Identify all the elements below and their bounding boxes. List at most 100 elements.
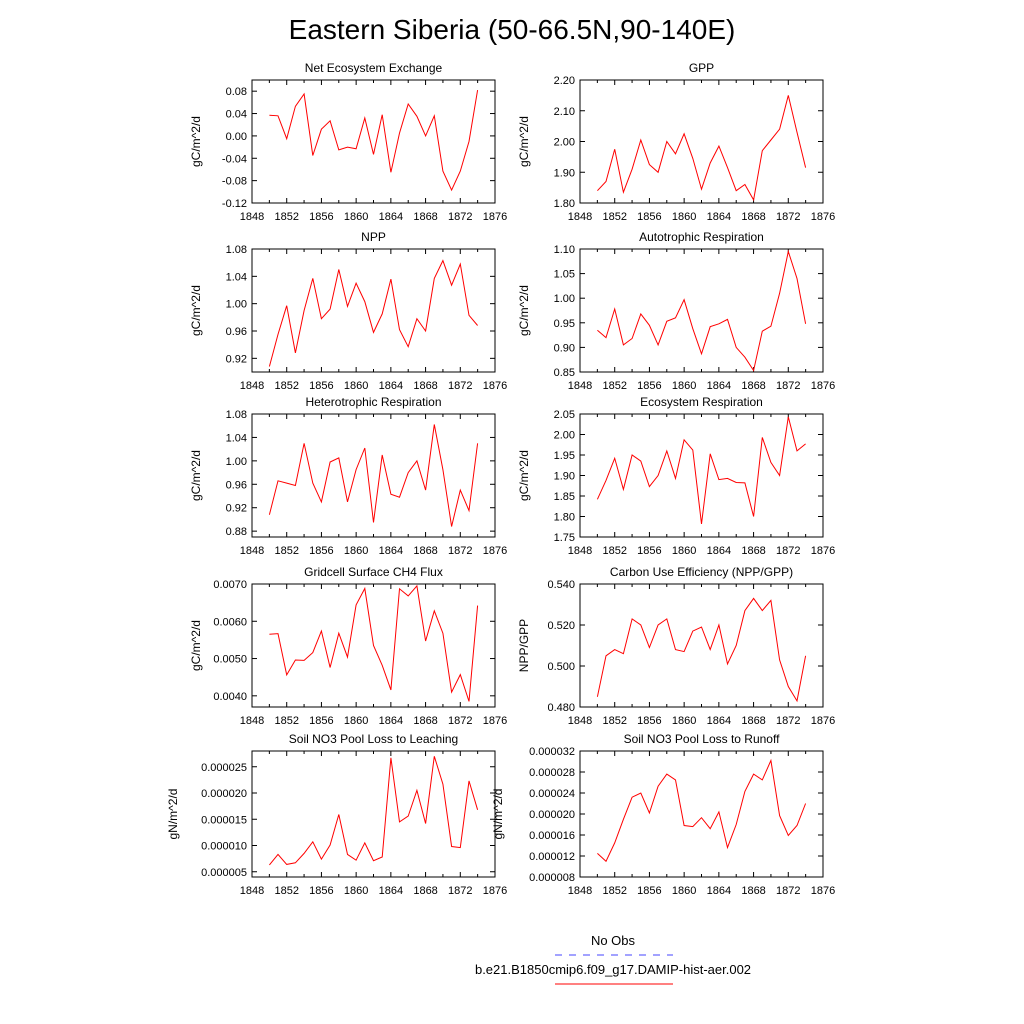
ecosystem-respiration-xtick-label: 1852 [602,545,626,557]
soil-no3-pool-loss-to-runoff-ytick-label: 0.000016 [529,830,575,842]
soil-no3-pool-loss-to-leaching-ytick-label: 0.000025 [201,762,247,774]
ecosystem-respiration-ytick-label: 1.95 [554,450,575,462]
heterotrophic-respiration-title: Heterotrophic Respiration [305,395,441,409]
soil-no3-pool-loss-to-runoff-ytick-label: 0.000028 [529,767,575,779]
heterotrophic-respiration-xtick-label: 1868 [413,545,437,557]
soil-no3-pool-loss-to-leaching-plot-frame [251,750,496,878]
autotrophic-respiration-xtick-label: 1852 [602,380,626,392]
gpp-xtick-label: 1860 [672,211,696,223]
carbon-use-efficiency-npp-gpp-ytick-label: 0.520 [547,620,575,632]
gpp-xtick-label: 1864 [707,211,731,223]
npp-ytick-label: 1.08 [226,244,247,256]
autotrophic-respiration-series-line [597,249,807,372]
figure-title: Eastern Siberia (50-66.5N,90-140E) [288,14,736,45]
soil-no3-pool-loss-to-runoff-xtick-label: 1872 [776,885,800,897]
net-ecosystem-exchange-ytick-label: 0.08 [226,86,247,98]
carbon-use-efficiency-npp-gpp-xtick-label: 1872 [776,715,800,727]
gpp-ytick-label: 2.20 [554,75,575,87]
ecosystem-respiration-xtick-label: 1848 [568,545,592,557]
gpp-series-line [597,95,807,202]
ecosystem-respiration-series-line [596,416,806,524]
gpp-xtick-label: 1872 [776,211,800,223]
soil-no3-pool-loss-to-leaching-xtick-label: 1848 [240,885,264,897]
autotrophic-respiration-ylabel: gC/m^2/d [517,285,531,336]
soil-no3-pool-loss-to-leaching-xtick-label: 1876 [483,885,507,897]
autotrophic-respiration-xtick-label: 1876 [811,380,835,392]
gpp-ytick-label: 2.00 [554,137,575,149]
autotrophic-respiration-ytick-label: 1.05 [554,269,575,281]
npp-xtick-label: 1872 [448,380,472,392]
soil-no3-pool-loss-to-leaching-ytick-label: 0.000005 [201,867,247,879]
net-ecosystem-exchange-ylabel: gC/m^2/d [189,116,203,167]
autotrophic-respiration-xtick-label: 1864 [707,380,731,392]
gridcell-surface-ch4-flux-ytick-label: 0.0060 [213,616,247,628]
net-ecosystem-exchange-ytick-label: 0.04 [226,109,247,121]
heterotrophic-respiration-xtick-label: 1872 [448,545,472,557]
npp-ytick-label: 1.04 [226,271,247,283]
gpp-xtick-label: 1876 [811,211,835,223]
net-ecosystem-exchange-plot-frame [251,79,496,204]
soil-no3-pool-loss-to-runoff-xtick-label: 1852 [602,885,626,897]
autotrophic-respiration-ytick-label: 1.10 [554,244,575,256]
soil-no3-pool-loss-to-runoff-title: Soil NO3 Pool Loss to Runoff [624,732,781,746]
heterotrophic-respiration-ytick-label: 1.04 [226,432,247,444]
ecosystem-respiration-xtick-label: 1868 [741,545,765,557]
npp-xtick-label: 1876 [483,380,507,392]
soil-no3-pool-loss-to-runoff-xtick-label: 1860 [672,885,696,897]
heterotrophic-respiration-xtick-label: 1848 [240,545,264,557]
net-ecosystem-exchange-xtick-label: 1876 [483,211,507,223]
carbon-use-efficiency-npp-gpp-ytick-label: 0.500 [547,661,575,673]
carbon-use-efficiency-npp-gpp-xtick-label: 1860 [672,715,696,727]
heterotrophic-respiration-xtick-label: 1860 [344,545,368,557]
soil-no3-pool-loss-to-runoff-ytick-label: 0.000012 [529,851,575,863]
heterotrophic-respiration-ytick-label: 0.92 [226,503,247,515]
heterotrophic-respiration-xtick-label: 1864 [379,545,403,557]
gridcell-surface-ch4-flux-ylabel: gC/m^2/d [189,620,203,671]
soil-no3-pool-loss-to-leaching-xtick-label: 1852 [274,885,298,897]
autotrophic-respiration-ytick-label: 0.90 [554,342,575,354]
ecosystem-respiration-title: Ecosystem Respiration [640,395,763,409]
gridcell-surface-ch4-flux-xtick-label: 1848 [240,715,264,727]
ecosystem-respiration-xtick-label: 1876 [811,545,835,557]
heterotrophic-respiration-ytick-label: 1.08 [226,409,247,421]
net-ecosystem-exchange-ytick-label: -0.08 [222,176,247,188]
gpp-ytick-label: 2.10 [554,106,575,118]
carbon-use-efficiency-npp-gpp-xtick-label: 1864 [707,715,731,727]
soil-no3-pool-loss-to-leaching-ytick-label: 0.000020 [201,788,247,800]
gridcell-surface-ch4-flux-ytick-label: 0.0040 [213,691,247,703]
ecosystem-respiration-ytick-label: 1.80 [554,512,575,524]
net-ecosystem-exchange-ytick-label: -0.12 [222,198,247,210]
autotrophic-respiration-xtick-label: 1848 [568,380,592,392]
autotrophic-respiration-ytick-label: 1.00 [554,293,575,305]
ecosystem-respiration-ytick-label: 2.00 [554,430,575,442]
net-ecosystem-exchange-xtick-label: 1856 [309,211,333,223]
gridcell-surface-ch4-flux-series-line [269,584,479,702]
ecosystem-respiration-ytick-label: 1.85 [554,491,575,503]
soil-no3-pool-loss-to-runoff-xtick-label: 1876 [811,885,835,897]
ecosystem-respiration-ytick-label: 2.05 [554,409,575,421]
net-ecosystem-exchange-xtick-label: 1872 [448,211,472,223]
heterotrophic-respiration-ytick-label: 1.00 [226,456,247,468]
soil-no3-pool-loss-to-leaching-ytick-label: 0.000015 [201,814,247,826]
soil-no3-pool-loss-to-leaching-title: Soil NO3 Pool Loss to Leaching [289,732,458,746]
net-ecosystem-exchange-xtick-label: 1868 [413,211,437,223]
soil-no3-pool-loss-to-leaching-xtick-label: 1864 [379,885,403,897]
npp-xtick-label: 1852 [274,380,298,392]
heterotrophic-respiration-series-line [268,424,479,527]
carbon-use-efficiency-npp-gpp-ylabel: NPP/GPP [517,619,531,672]
heterotrophic-respiration-xtick-label: 1856 [309,545,333,557]
gpp-xtick-label: 1852 [602,211,626,223]
carbon-use-efficiency-npp-gpp-xtick-label: 1852 [602,715,626,727]
soil-no3-pool-loss-to-runoff-xtick-label: 1848 [568,885,592,897]
gpp-ytick-label: 1.80 [554,198,575,210]
ecosystem-respiration-ylabel: gC/m^2/d [517,450,531,501]
net-ecosystem-exchange-xtick-label: 1852 [274,211,298,223]
gridcell-surface-ch4-flux-ytick-label: 0.0070 [213,579,247,591]
npp-xtick-label: 1860 [344,380,368,392]
gpp-title: GPP [689,61,714,75]
autotrophic-respiration-xtick-label: 1868 [741,380,765,392]
heterotrophic-respiration-ytick-label: 0.88 [226,526,247,538]
gpp-xtick-label: 1868 [741,211,765,223]
